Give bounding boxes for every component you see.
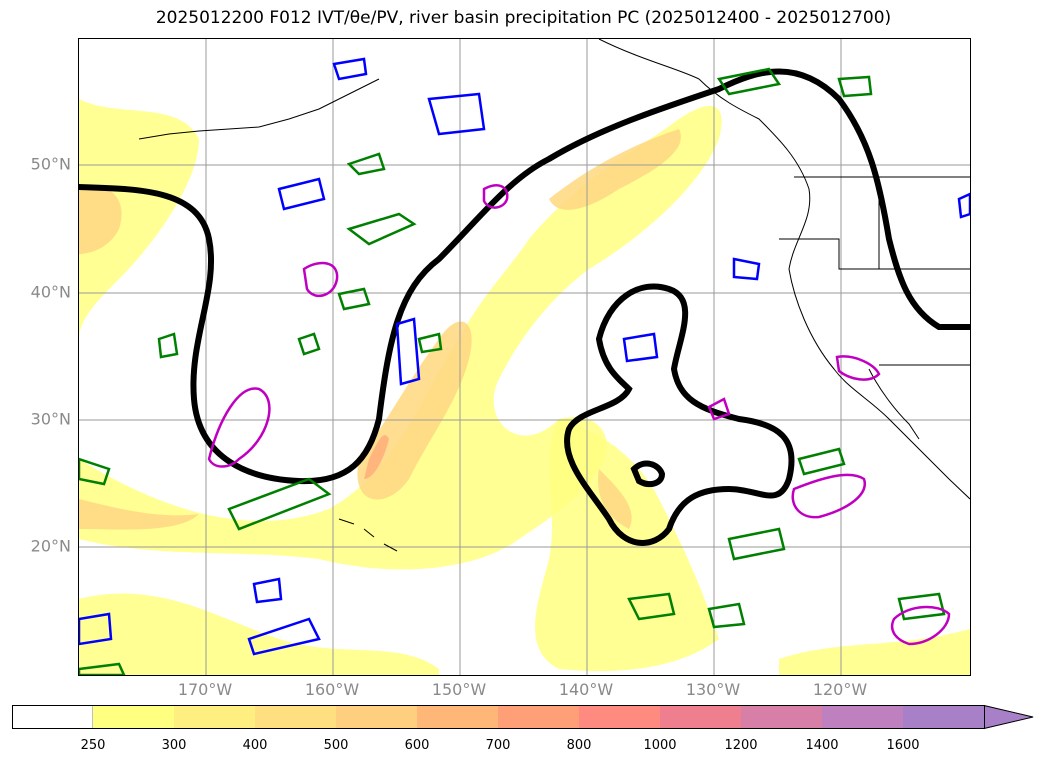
pv-blue-8: [79, 612, 113, 646]
pv-blue-1: [332, 57, 368, 81]
pv-green-16: [417, 332, 443, 354]
pv-magenta-1: [207, 387, 271, 468]
pv-green-12: [837, 75, 873, 98]
colorbar-seg-5: [417, 705, 498, 729]
pv-green-15: [157, 332, 179, 359]
colorbar-seg-2: [174, 705, 255, 729]
colorbar-tick-800: 800: [566, 738, 592, 753]
pv-green-1: [346, 152, 386, 176]
colorbar-tick-600: 600: [404, 738, 430, 753]
colorbar-tick-250: 250: [80, 738, 106, 753]
pv-green-2: [346, 212, 417, 246]
pv-magenta-2: [302, 261, 339, 298]
colorbar: [12, 705, 1034, 729]
pv-magenta-5: [890, 605, 951, 646]
lon-label-130w: 130°W: [685, 680, 741, 699]
map-canvas: [79, 39, 970, 675]
state-border-1: [779, 238, 970, 270]
baja-peninsula: [868, 368, 920, 440]
colorbar-tick-300: 300: [161, 738, 187, 753]
ivt-band-west: [79, 99, 199, 339]
colorbar-tick-1400: 1400: [805, 738, 839, 753]
colorbar-tick-1600: 1600: [886, 738, 920, 753]
pv-green-14: [79, 662, 126, 675]
colorbar-seg-9: [741, 705, 822, 729]
theta-e-cutoff-contour: [564, 283, 795, 546]
lat-label-20n: 20°N: [30, 536, 71, 556]
alaska-coast: [598, 39, 700, 80]
colorbar-tick-400: 400: [242, 738, 268, 753]
pv-blue-6: [252, 577, 283, 604]
ivt-core-central: [357, 321, 472, 500]
pv-blue-4: [395, 317, 421, 386]
colorbar-seg-7: [579, 705, 660, 729]
colorbar-arrow-outline: [983, 705, 1034, 729]
pv-green-contours: [79, 67, 946, 675]
lon-label-160w: 160°W: [304, 680, 360, 699]
colorbar-extend-arrow: [984, 705, 1034, 729]
gridlines: [79, 39, 970, 675]
colorbar-seg-1: [93, 705, 174, 729]
colorbar-seg-8: [660, 705, 741, 729]
ivt-core-southwest: [79, 499, 199, 530]
ivt-core-center-dark: [364, 435, 389, 479]
pv-magenta-4: [791, 473, 866, 519]
colorbar-seg-4: [336, 705, 417, 729]
pv-magenta-7: [707, 397, 731, 421]
pv-magenta-3: [482, 184, 509, 209]
pv-blue-5: [622, 332, 659, 363]
lat-label-40n: 40°N: [30, 282, 71, 302]
pv-green-11: [716, 67, 782, 96]
theta-e-contours: [79, 68, 970, 546]
theta-e-small-loop: [630, 460, 666, 488]
pv-blue-3: [277, 177, 326, 211]
ivt-core-west: [79, 186, 122, 254]
aleutian-islands: [138, 78, 380, 140]
ivt-band-bottom-right: [779, 629, 970, 675]
ivt-band-south: [535, 419, 719, 672]
pv-green-6: [627, 592, 676, 621]
pv-green-5: [227, 477, 332, 531]
ivt-core-north: [549, 129, 681, 210]
pv-green-3: [337, 287, 371, 311]
colorbar-seg-0: [12, 705, 94, 729]
pv-green-7: [707, 602, 746, 629]
ivt-band-bottom: [79, 593, 439, 675]
colorbar-tick-500: 500: [323, 738, 349, 753]
lon-label-140w: 140°W: [558, 680, 614, 699]
hawaii-islands: [338, 518, 398, 552]
theta-e-main-contour: [79, 68, 970, 485]
pv-green-9: [797, 447, 846, 476]
pv-blue-9: [732, 257, 761, 281]
colorbar-seg-10: [822, 705, 903, 729]
colorbar-tick-1200: 1200: [724, 738, 758, 753]
pv-green-8: [727, 527, 786, 561]
lat-label-30n: 30°N: [30, 409, 71, 429]
colorbar-tick-1000: 1000: [643, 738, 677, 753]
map-panel: [78, 38, 971, 676]
colorbar-seg-11: [903, 705, 984, 729]
lon-label-120w: 120°W: [812, 680, 868, 699]
pv-blue-10: [957, 192, 970, 219]
pv-green-4: [297, 332, 321, 356]
colorbar-outline: [12, 705, 985, 729]
pv-blue-7: [247, 617, 321, 656]
colorbar-seg-3: [255, 705, 336, 729]
colorbar-seg-6: [498, 705, 579, 729]
pv-magenta-contours: [207, 184, 951, 646]
lat-label-50n: 50°N: [30, 154, 71, 174]
colorbar-tick-700: 700: [485, 738, 511, 753]
lon-label-150w: 150°W: [431, 680, 487, 699]
pv-blue-contours: [79, 57, 970, 656]
pv-blue-2: [427, 92, 486, 136]
lon-label-170w: 170°W: [177, 680, 233, 699]
ivt-shading: [79, 99, 970, 675]
ivt-core-south-center: [598, 469, 632, 529]
pv-magenta-6: [835, 355, 881, 381]
figure-title: 2025012200 F012 IVT/θe/PV, river basin p…: [155, 8, 892, 28]
north-america-coast: [698, 78, 970, 500]
pv-green-13: [79, 457, 111, 486]
